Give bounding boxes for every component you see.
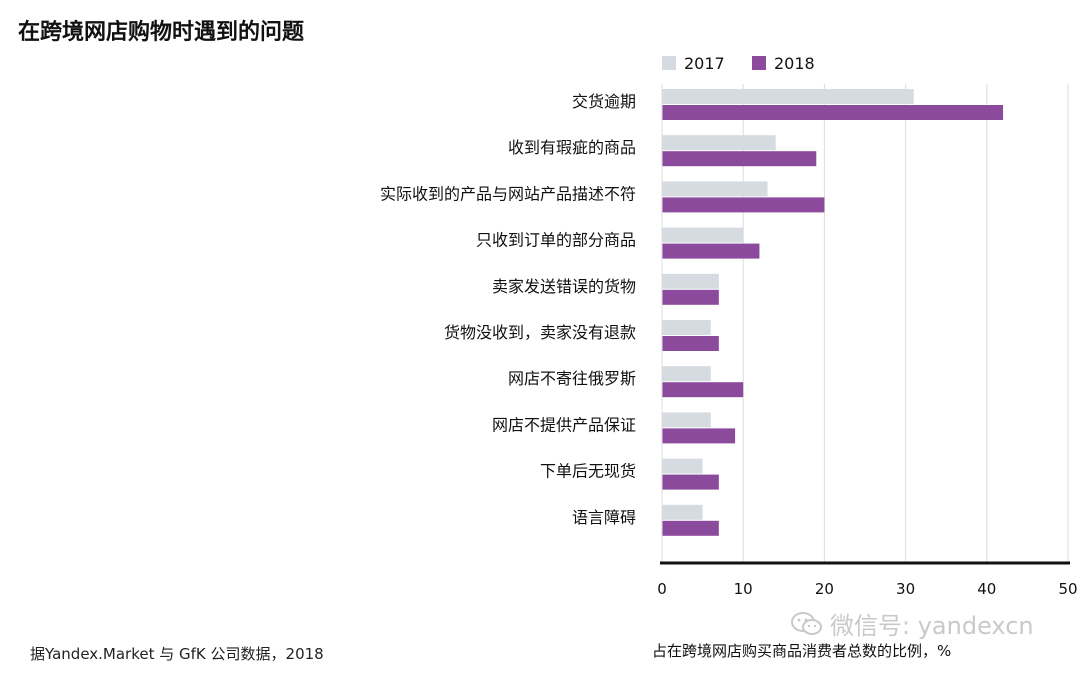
chart-title: 在跨境网店购物时遇到的问题 <box>18 20 305 45</box>
source-note: 据Yandex.Market 与 GfK 公司数据，2018 <box>30 645 324 663</box>
bar-2017-3 <box>662 181 768 197</box>
watermark: 微信号: yandexcn <box>790 606 1034 641</box>
category-label: 收到有瑕疵的商品 <box>508 138 636 157</box>
legend-swatch-2017 <box>662 56 676 70</box>
category-label: 网店不提供产品保证 <box>492 415 636 434</box>
bar-2018-3 <box>662 197 825 213</box>
legend-label-2017: 2017 <box>684 54 725 73</box>
category-label: 交货逾期 <box>572 92 636 111</box>
x-tick-label: 40 <box>977 580 996 598</box>
legend-swatch-2018 <box>752 56 766 70</box>
bar-2017-8 <box>662 412 711 428</box>
bar-2018-9 <box>662 474 719 490</box>
bar-2018-4 <box>662 243 760 259</box>
bar-2017-6 <box>662 320 711 335</box>
x-tick-label: 10 <box>734 580 753 598</box>
category-label: 只收到订单的部分商品 <box>476 231 636 250</box>
bar-2018-1 <box>662 105 1004 120</box>
category-label: 货物没收到，卖家没有退款 <box>444 323 636 342</box>
category-label: 网店不寄往俄罗斯 <box>508 369 636 388</box>
bar-2018-2 <box>662 151 817 167</box>
x-tick-label: 50 <box>1058 580 1077 598</box>
bar-2018-8 <box>662 428 736 444</box>
category-label: 语言障碍 <box>572 508 636 527</box>
unit-note: 占在跨境网店购买商品消费者总数的比例，% <box>652 642 952 660</box>
category-label: 下单后无现货 <box>540 462 636 481</box>
x-tick-label: 30 <box>896 580 915 598</box>
watermark-text: 微信号: yandexcn <box>830 612 1034 640</box>
legend-label-2018: 2018 <box>774 54 815 73</box>
bar-2017-5 <box>662 273 719 289</box>
bar-2018-7 <box>662 382 744 398</box>
bar-2017-9 <box>662 458 703 474</box>
bar-2017-7 <box>662 366 711 382</box>
bar-2017-4 <box>662 227 744 243</box>
bar-2018-5 <box>662 289 719 305</box>
wechat-icon <box>791 611 822 635</box>
bar-2018-6 <box>662 336 719 351</box>
category-label: 实际收到的产品与网站产品描述不符 <box>380 184 636 203</box>
bar-2018-10 <box>662 520 719 536</box>
category-label: 卖家发送错误的货物 <box>492 277 636 296</box>
x-tick-label: 20 <box>815 580 834 598</box>
bar-2017-2 <box>662 135 776 151</box>
x-tick-label: 0 <box>657 580 667 598</box>
bar-2017-10 <box>662 504 703 520</box>
bar-2017-1 <box>662 89 914 104</box>
